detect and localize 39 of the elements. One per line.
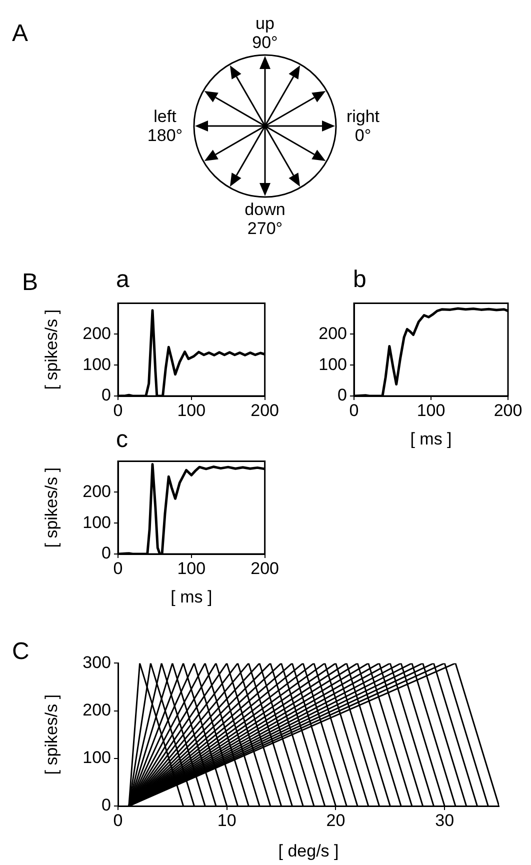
text: down 270°: [244, 200, 286, 238]
x-tick-label: 20: [326, 810, 346, 830]
x-axis-title: [ deg/s ]: [278, 841, 339, 860]
x-tick-label: 100: [177, 400, 206, 420]
chart-title: a: [116, 266, 130, 293]
text: right 0°: [346, 107, 380, 145]
x-tick-label: 30: [435, 810, 454, 830]
x-tick-label: 100: [416, 400, 446, 420]
x-axis-title: [ ms ]: [170, 587, 212, 606]
x-tick-label: 200: [250, 558, 280, 578]
y-tick-label: 200: [318, 324, 347, 343]
y-tick-label: 200: [82, 324, 111, 343]
chart-title: c: [116, 426, 128, 453]
x-tick-label: 100: [177, 558, 206, 578]
y-axis-title: [ spikes/s ]: [42, 694, 61, 775]
y-tick-label: 0: [102, 386, 111, 405]
y-tick-label: 0: [338, 386, 347, 405]
x-tick-label: 200: [250, 400, 280, 420]
y-tick-label: 200: [82, 482, 111, 501]
x-axis-title: [ ms ]: [410, 429, 452, 448]
y-tick-label: 300: [82, 652, 111, 672]
y-tick-label: 100: [318, 354, 347, 374]
y-axis-title: [ spikes/s ]: [42, 467, 61, 548]
y-axis-title: [ spikes/s ]: [42, 309, 61, 390]
text: A: [12, 20, 28, 47]
x-tick-label: 0: [349, 400, 359, 420]
x-tick-label: 10: [217, 810, 236, 830]
chart-title: b: [353, 266, 366, 293]
y-tick-label: 100: [82, 512, 111, 532]
x-tick-label: 200: [494, 400, 522, 420]
y-tick-label: 0: [102, 796, 111, 815]
text: B: [22, 269, 38, 296]
y-tick-label: 100: [82, 748, 111, 768]
y-tick-label: 0: [102, 544, 111, 563]
y-tick-label: 100: [82, 354, 111, 374]
text: left 180°: [147, 107, 183, 145]
y-tick-label: 200: [82, 700, 111, 720]
text: up 90°: [252, 14, 278, 52]
chart-title: C: [12, 638, 30, 665]
